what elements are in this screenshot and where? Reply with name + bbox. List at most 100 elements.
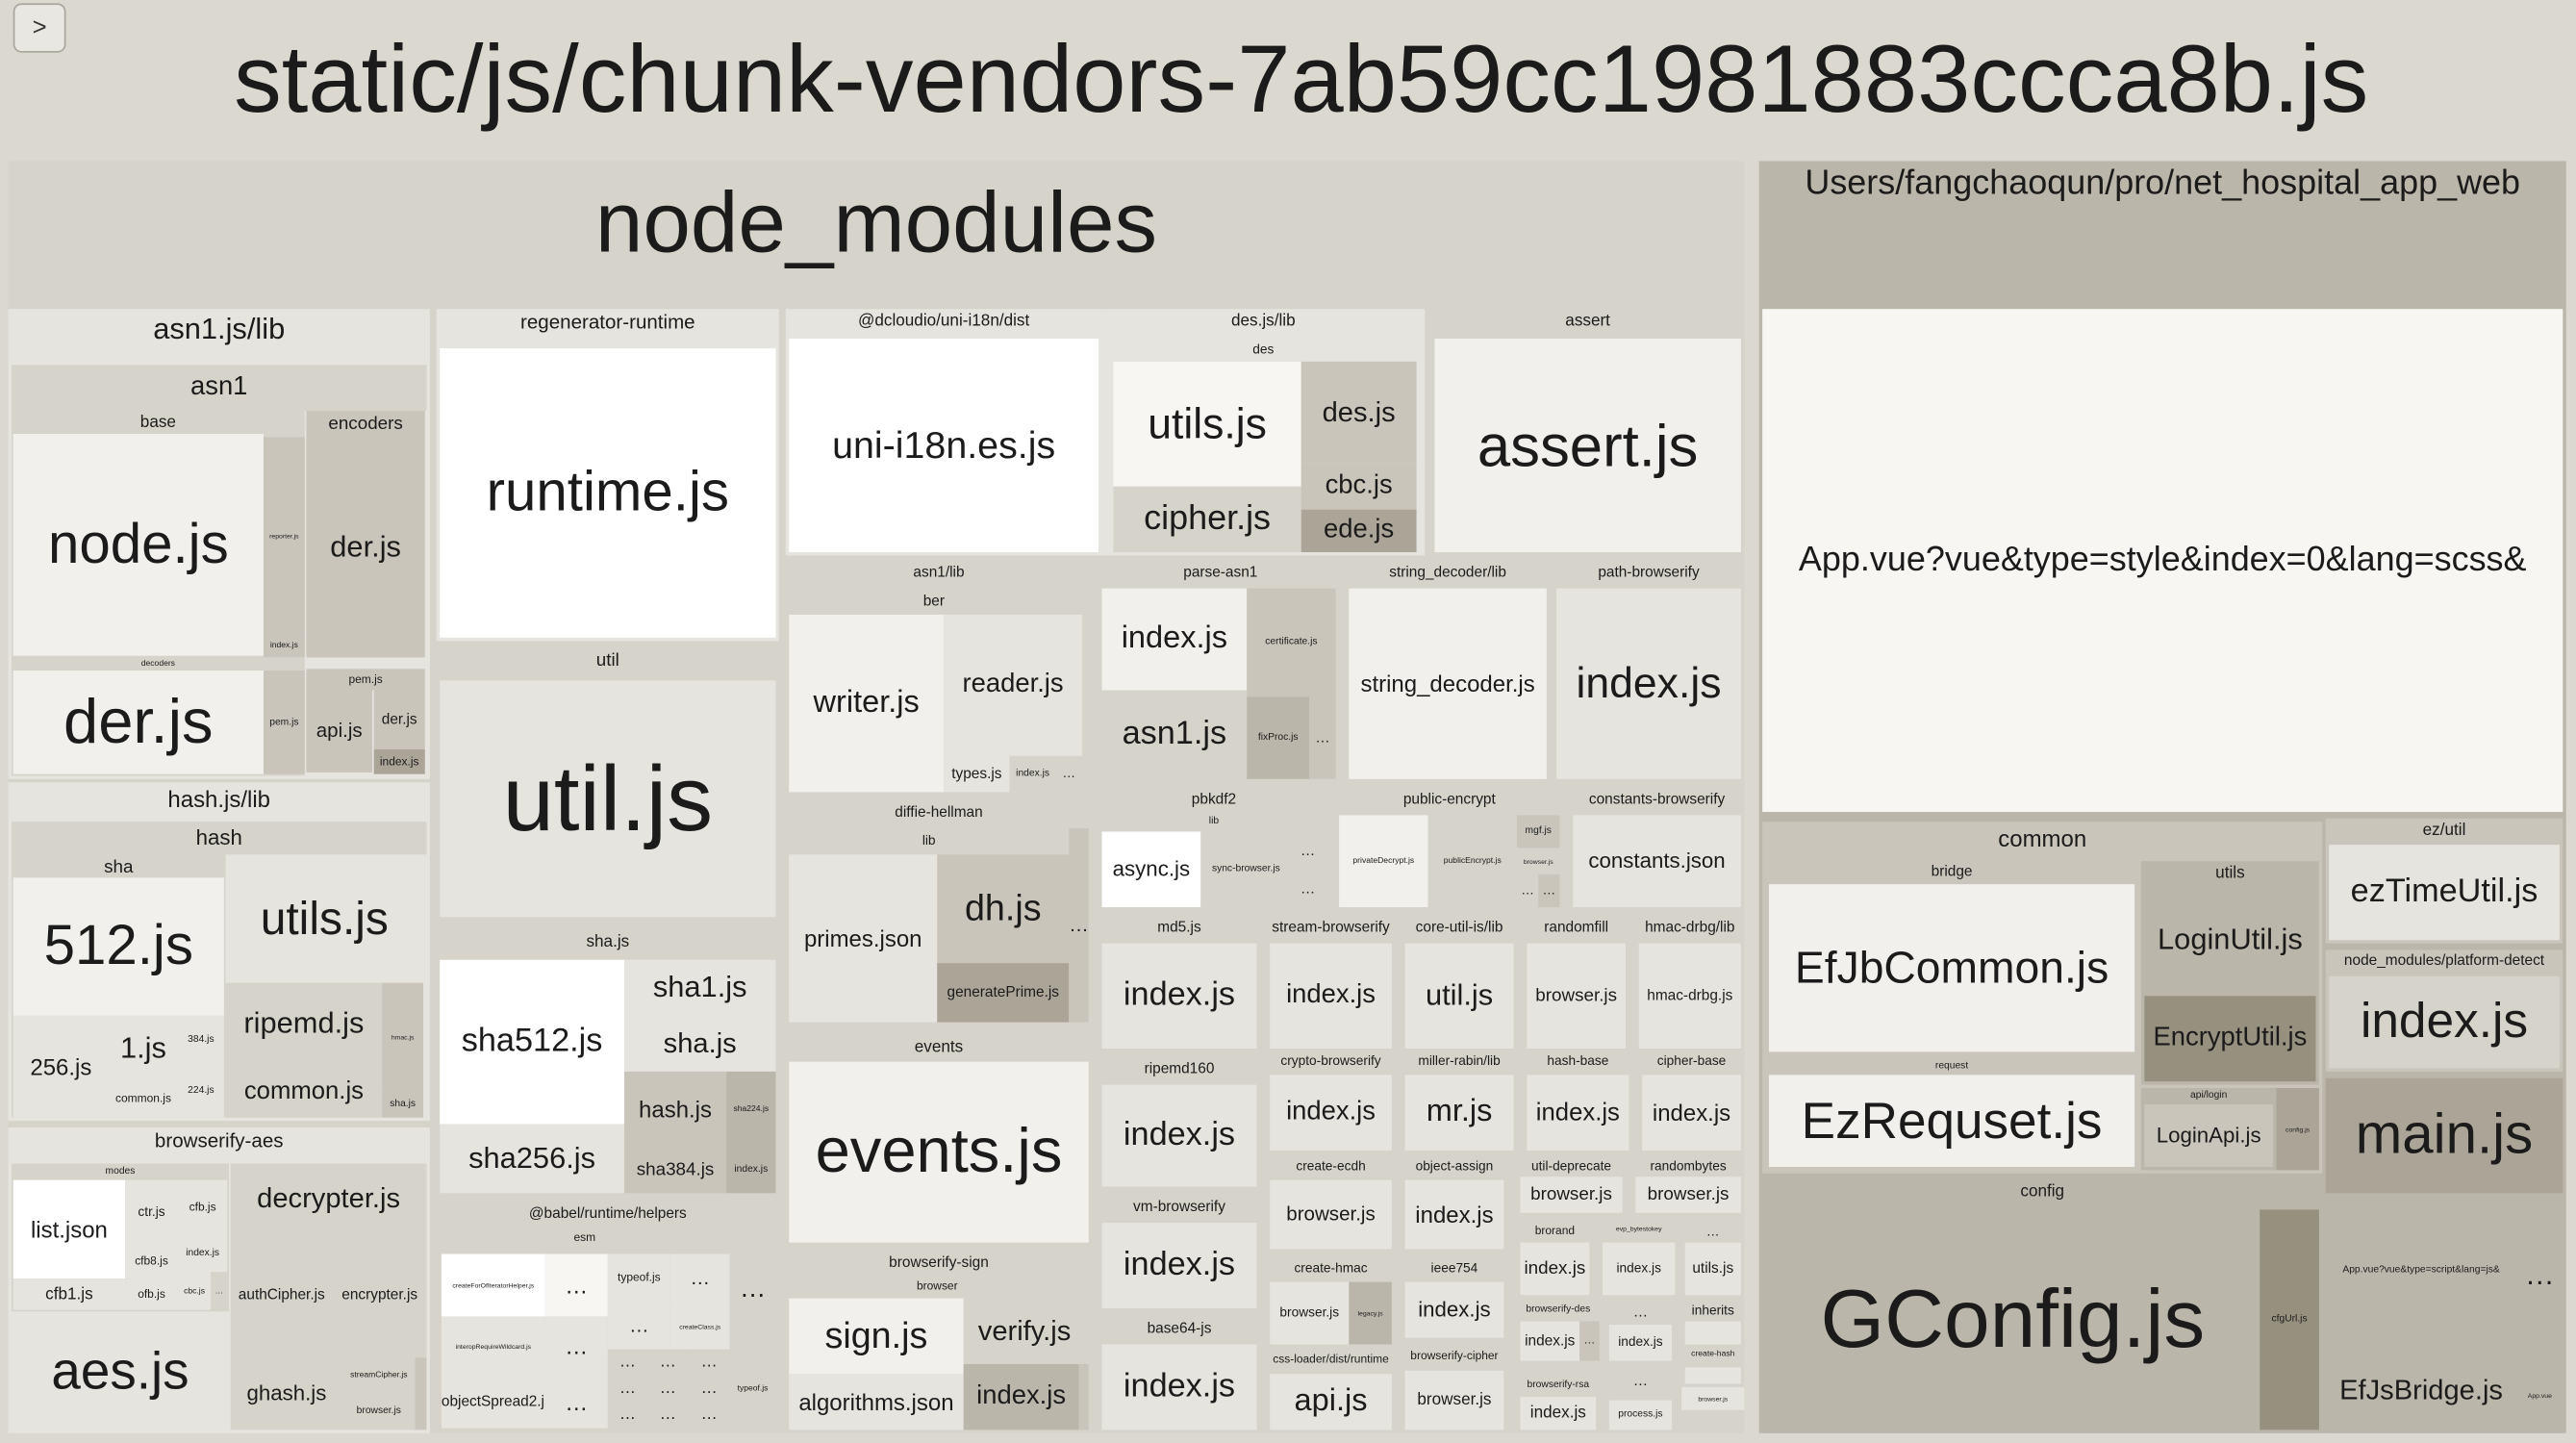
asn1-index-js-tile[interactable]: index.js (373, 749, 425, 774)
object-spread2-tile[interactable]: objectSpread2.js (441, 1375, 545, 1429)
async-js-tile[interactable]: async.js (1101, 831, 1201, 908)
aes-browser-js-tile[interactable]: browser.js (342, 1393, 416, 1430)
platform-detect-index-js-tile[interactable]: index.js (2329, 975, 2560, 1069)
stream-browserify-index-js-tile[interactable]: index.js (1270, 943, 1392, 1049)
reporter-js-tile[interactable]: reporter.js (263, 437, 305, 635)
browserify-cipher-browser-js-tile[interactable]: browser.js (1404, 1370, 1504, 1430)
ghash-js-tile[interactable]: ghash.js (230, 1357, 343, 1430)
ripemd-js-tile[interactable]: ripemd.js (225, 982, 383, 1066)
pe-more-2-tile[interactable]: … (1538, 873, 1560, 908)
cbc-js-tile[interactable]: cbc.js (1301, 463, 1417, 510)
efjsbridge-js-tile[interactable]: EfJsBridge.js (2325, 1347, 2517, 1433)
events-js-tile[interactable]: events.js (789, 1061, 1089, 1243)
cfgurl-js-tile[interactable]: cfgUrl.js (2260, 1209, 2319, 1430)
esm-more-6-tile[interactable]: … (607, 1349, 647, 1376)
object-assign-index-js-tile[interactable]: index.js (1404, 1179, 1504, 1250)
small-der-js-tile[interactable]: der.js (373, 690, 425, 750)
hash-common-js-tile[interactable]: common.js (225, 1065, 383, 1118)
randomfill-browser-js-tile[interactable]: browser.js (1527, 943, 1627, 1049)
esm-more-3-tile[interactable]: … (544, 1375, 608, 1429)
authcipher-js-tile[interactable]: authCipher.js (230, 1232, 333, 1358)
esm-more-5-tile[interactable]: … (607, 1303, 670, 1350)
interop-require-wildcard-tile[interactable]: interopRequireWildcard.js (441, 1316, 545, 1376)
runtime-js-tile[interactable]: runtime.js (440, 348, 776, 638)
ctr-js-tile[interactable]: ctr.js (125, 1179, 178, 1246)
shajs-sha384-js-tile[interactable]: sha384.js (623, 1147, 727, 1194)
hmac-js-tile[interactable]: hmac.js (382, 982, 424, 1092)
cfb8-js-tile[interactable]: cfb8.js (125, 1245, 178, 1279)
inherits-tile[interactable] (1684, 1321, 1741, 1345)
loginapi-js-tile[interactable]: LoginApi.js (2144, 1104, 2273, 1167)
parse-asn1-more-tile[interactable]: … (1309, 696, 1336, 779)
sign-index-js-tile[interactable]: index.js (963, 1363, 1079, 1430)
eztimeutil-js-tile[interactable]: ezTimeUtil.js (2329, 845, 2560, 941)
ber-more-tile[interactable]: … (1055, 755, 1082, 793)
chunk-tile[interactable]: static/js/chunk-vendors-7ab59cc1981883cc… (0, 0, 2576, 161)
primes-json-tile[interactable]: primes.json (789, 854, 938, 1023)
public-encrypt-js-tile[interactable]: publicEncrypt.js (1427, 815, 1518, 908)
shajs-sha1-js-tile[interactable]: sha1.js (623, 959, 776, 1016)
browserify-des-index-js-tile[interactable]: index.js (1520, 1321, 1580, 1361)
tiny-1-tile[interactable] (1681, 1409, 1722, 1430)
css-loader-api-js-tile[interactable]: api.js (1270, 1374, 1392, 1430)
util-deprecate-browser-js-tile[interactable]: browser.js (1520, 1177, 1623, 1213)
pe-browser-js-tile[interactable]: browser.js (1517, 848, 1560, 874)
tiny-browser-js-tile[interactable]: browser.js (1681, 1386, 1745, 1410)
pbkdf2-lib-group[interactable]: lib (1101, 811, 1326, 832)
sha256-js-tile[interactable]: 256.js (13, 1015, 110, 1118)
modes-index-js-tile[interactable]: index.js (177, 1235, 228, 1273)
asn1-group[interactable]: asn1 (11, 365, 427, 412)
des-js-tile[interactable]: des.js (1301, 361, 1417, 464)
parse-asn1-asn1-js-tile[interactable]: asn1.js (1101, 690, 1248, 779)
ieee754-index-js-tile[interactable]: index.js (1404, 1281, 1504, 1338)
decrypter-js-tile[interactable]: decrypter.js (230, 1163, 427, 1233)
aes-js-tile[interactable]: aes.js (13, 1311, 228, 1430)
shajs-sha512-js-tile[interactable]: sha512.js (440, 959, 624, 1125)
create-hash-tile[interactable] (1684, 1367, 1741, 1384)
dh-lib-group[interactable]: lib (789, 828, 1070, 855)
writer-js-tile[interactable]: writer.js (789, 614, 945, 793)
vm-browserify-index-js-tile[interactable]: index.js (1101, 1223, 1257, 1308)
path-browserify-index-js-tile[interactable]: index.js (1556, 588, 1741, 779)
pe-more-1-tile[interactable]: … (1517, 873, 1539, 908)
main-js-tile[interactable]: main.js (2325, 1077, 2563, 1194)
esm-more-4-tile[interactable]: … (669, 1253, 730, 1304)
brorand-index-js-tile[interactable]: index.js (1520, 1242, 1590, 1296)
esm-typeof-js-tile[interactable]: typeof.js (607, 1253, 670, 1304)
sha-common-js-tile[interactable]: common.js (109, 1081, 178, 1118)
sha384-js-tile[interactable]: 384.js (177, 1015, 224, 1066)
create-for-of-helper-tile[interactable]: createForOfIteratorHelper.js (441, 1253, 545, 1317)
base64-index-js-tile[interactable]: index.js (1101, 1344, 1257, 1430)
ezrequset-js-tile[interactable]: EzRequset.js (1768, 1075, 2135, 1167)
crypto-browserify-index-js-tile[interactable]: index.js (1270, 1075, 1392, 1151)
des-utils-js-tile[interactable]: utils.js (1113, 361, 1301, 487)
types-js-tile[interactable]: types.js (944, 755, 1010, 793)
esm-more-10-tile[interactable]: … (646, 1375, 689, 1403)
generate-prime-js-tile[interactable]: generatePrime.js (937, 963, 1070, 1023)
aes-cbc-js-tile[interactable]: cbc.js (177, 1272, 212, 1310)
legacy-js-tile[interactable]: legacy.js (1349, 1281, 1392, 1345)
sign-more-tile[interactable] (1078, 1363, 1089, 1430)
mr-js-tile[interactable]: mr.js (1404, 1075, 1514, 1151)
encoders-pem-js-tile[interactable]: pem.js (306, 669, 425, 691)
sha512-js-tile[interactable]: 512.js (13, 877, 224, 1016)
node-js-tile[interactable]: node.js (13, 434, 264, 656)
cfb-js-tile[interactable]: cfb.js (177, 1179, 228, 1236)
cfb1-js-tile[interactable]: cfb1.js (13, 1278, 126, 1310)
algorithms-json-tile[interactable]: algorithms.json (789, 1374, 964, 1430)
shajs-index-js-tile[interactable]: index.js (726, 1147, 776, 1194)
src-more-tile[interactable]: … (2516, 1196, 2563, 1354)
helpers-typeof-js-tile[interactable]: typeof.js (729, 1347, 776, 1430)
hash-group[interactable]: hash (11, 822, 427, 855)
efjbcommon-js-tile[interactable]: EfJbCommon.js (1768, 884, 2135, 1052)
misc-2-index-js-tile[interactable]: index.js (1608, 1324, 1672, 1361)
api-js-tile[interactable]: api.js (306, 690, 372, 772)
ber-group[interactable]: ber (789, 588, 1079, 615)
decoders-der-js-tile[interactable]: der.js (13, 671, 264, 774)
pbkdf2-more-1-tile[interactable]: … (1291, 831, 1325, 872)
string-decoder-js-tile[interactable]: string_decoder.js (1349, 588, 1547, 779)
util-js-tile[interactable]: util.js (440, 680, 776, 918)
misc-utils-js-tile[interactable]: utils.js (1684, 1242, 1741, 1296)
parse-asn1-index-js-tile[interactable]: index.js (1101, 588, 1248, 691)
hmac-drbg-js-tile[interactable]: hmac-drbg.js (1638, 943, 1741, 1049)
